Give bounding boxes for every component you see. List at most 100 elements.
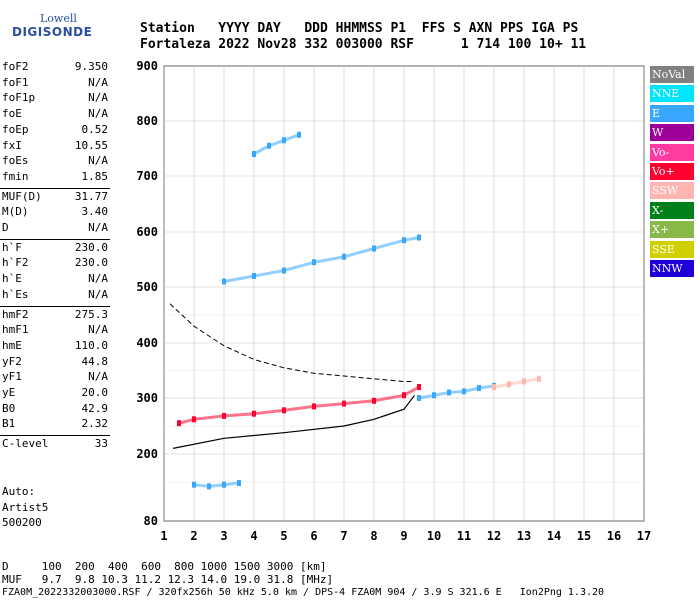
param-name: yF1 [2,370,22,384]
param-name: hmE [2,338,22,352]
legend-item: SSW [650,182,694,200]
param-row: h`F2 230.0 [0,256,108,272]
param-row: C-level 33 [0,437,108,453]
param-name: h`E [2,272,22,286]
param-row: h`F 230.0 [0,241,108,257]
x-tick-label: 6 [310,529,317,543]
y-tick-label: 800 [136,114,158,128]
param-row: fmin 1.85 [0,170,108,186]
true-height-profile-curve [172,394,415,449]
legend-item: X+ [650,221,694,239]
x-tick-label: 10 [427,529,441,543]
x-tick-label: 8 [370,529,377,543]
param-name: h`F2 [2,256,29,270]
param-name: foEp [2,122,29,136]
param-value: N/A [88,107,108,121]
trace-point [537,375,541,382]
x-tick-label: 13 [517,529,531,543]
param-value: 9.350 [74,60,108,73]
x-tick-label: 9 [400,529,407,543]
param-name: B1 [2,417,16,431]
param-value: 1.85 [81,169,109,183]
param-value: 110.0 [74,338,108,352]
legend-item: SSE [650,240,694,258]
auto-label: Auto: [2,485,36,498]
y-tick-label: 600 [136,225,158,239]
param-value: 10.55 [74,138,108,152]
param-row: B1 2.32 [0,417,108,433]
param-row: D N/A [0,221,108,237]
param-separator [0,305,110,307]
param-row: B0 42.9 [0,402,108,418]
legend-item: NoVal [650,66,694,83]
param-value: N/A [88,370,108,384]
param-name: D [2,221,9,234]
param-value: 20.0 [81,386,109,399]
auto-artist: Artist5 [2,501,49,514]
y-tick-label: 200 [136,447,158,461]
param-row: foF2 9.350 [0,60,108,76]
header-line-1: Station YYYY DAY DDD HHMMSS P1 FFS S AXN… [140,21,579,36]
x-tick-label: 17 [637,529,651,543]
param-value: 275.3 [74,307,108,321]
param-name: B0 [2,401,16,415]
y-tick-label: 700 [136,169,158,183]
profile-curves [169,303,415,449]
legend-item: NNW [650,260,694,277]
param-row: MUF(D) 31.77 [0,190,108,206]
param-name: fxI [2,138,22,152]
legend-item: W [650,124,694,142]
axis-ticks: 1 2 3 4 5 6 7 8 9 10 11 12 13 14 15 16 17802003004005006… [136,59,651,543]
param-value: N/A [88,272,108,286]
param-value: 33 [94,437,108,451]
auto-version: 500200 [2,516,42,529]
param-value: 0.52 [81,122,109,136]
param-separator [0,435,110,437]
param-value: 31.77 [74,189,108,203]
trace-marks [177,131,541,490]
param-name: C-level [2,437,49,451]
param-value: 42.9 [81,401,109,415]
param-row: hmF1 N/A [0,323,108,339]
x-tick-label: 15 [577,529,591,543]
param-row: M(D) 3.40 [0,205,108,221]
param-name: foF1 [2,75,29,89]
param-row: h`E N/A [0,272,108,288]
param-name: fmin [2,169,29,183]
param-row: yF2 44.8 [0,355,108,371]
legend-item: X- [650,201,694,219]
logo-lowell: Lowell [40,12,77,25]
param-value: 230.0 [74,256,108,270]
param-name: hmF1 [2,323,29,337]
trace-line [178,385,420,425]
y-tick-label: 900 [136,59,158,73]
legend-item: E [650,104,694,122]
footer-muf-line: MUF 9.7 9.8 10.3 11.2 12.3 14.0 19.0 31.… [2,573,334,586]
param-value: N/A [88,323,108,337]
param-row: h`Es N/A [0,288,108,304]
x-tick-label: 12 [487,529,501,543]
legend-item: Vo- [650,143,694,161]
param-name: M(D) [2,205,29,219]
x-tick-label: 14 [547,529,561,543]
trace-line [193,481,240,488]
param-row: foE N/A [0,107,108,123]
legend-item: NNE [650,85,694,103]
param-name: hmF2 [2,307,29,321]
x-tick-label: 11 [457,529,471,543]
param-row: hmE 110.0 [0,339,108,355]
trace-line [493,377,540,389]
param-row: yF1 N/A [0,370,108,386]
param-row: fxI 10.55 [0,139,108,155]
x-tick-label: 3 [220,529,227,543]
y-tick-label: 400 [136,336,158,350]
param-value: 44.8 [81,354,109,368]
trace-line [253,133,300,156]
param-name: foF2 [2,60,29,73]
param-separator [0,187,110,189]
y-tick-label: 500 [136,280,158,294]
param-name: MUF(D) [2,189,42,203]
param-value: 3.40 [81,205,109,219]
parameter-panel: foF2 9.350 foF1 N/A foF1p N/A foE N/A foEp 0.52 fx… [0,60,110,480]
